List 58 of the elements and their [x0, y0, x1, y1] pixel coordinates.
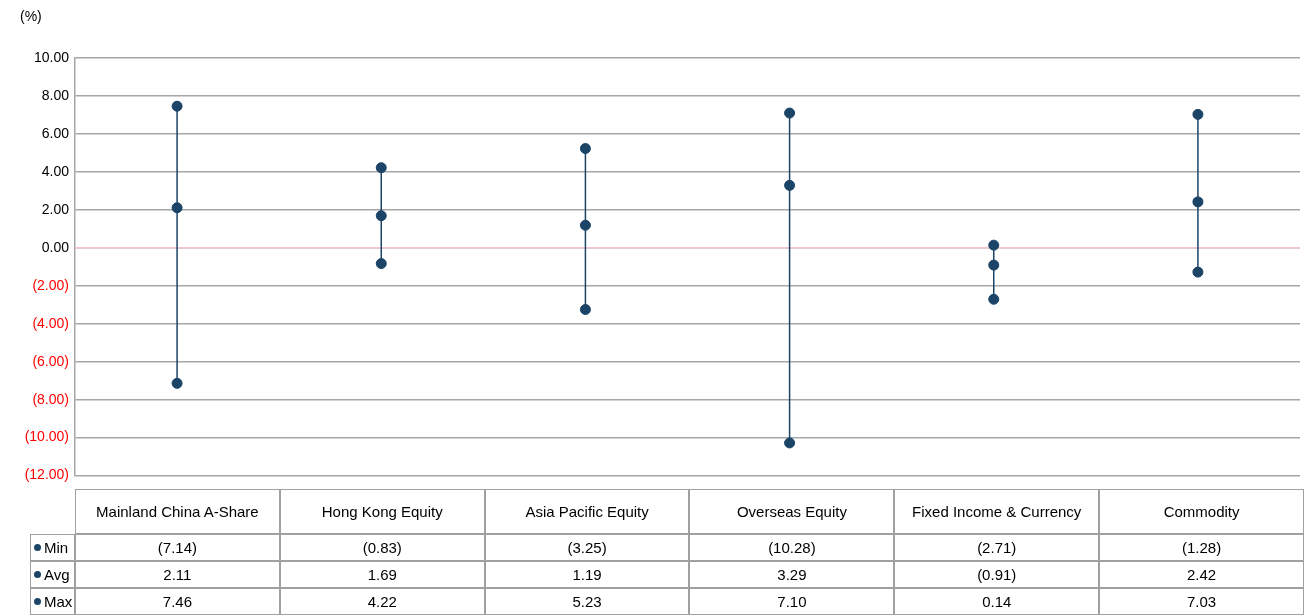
y-tick-label: 2.00 — [41, 200, 70, 217]
data-label: (0.83) — [279, 534, 485, 561]
data-label: 7.10 — [689, 588, 895, 615]
x-tick-label: Hong Kong Equity — [279, 489, 485, 534]
point — [375, 210, 387, 222]
point — [784, 179, 796, 191]
point — [375, 258, 387, 270]
data-label: 2.11 — [75, 561, 280, 588]
y-tick-label: (4.00) — [32, 314, 69, 331]
x-tick-label: Asia Pacific Equity — [484, 489, 690, 534]
y-tick-label: (6.00) — [32, 352, 69, 369]
x-tick-label: Fixed Income & Currency — [894, 489, 1100, 534]
data-label: (2.71) — [894, 534, 1100, 561]
y-axis-title: (%) — [20, 7, 42, 24]
point — [171, 202, 183, 214]
data-label: (10.28) — [689, 534, 895, 561]
x-tick-label: Overseas Equity — [689, 489, 895, 534]
data-label: 7.46 — [75, 588, 280, 615]
point — [171, 377, 183, 389]
data-label: 4.22 — [279, 588, 485, 615]
point — [784, 437, 796, 449]
data-label: 3.29 — [689, 561, 895, 588]
point — [1192, 266, 1204, 278]
data-label: 1.69 — [279, 561, 485, 588]
y-tick-label: (8.00) — [32, 390, 69, 407]
point — [784, 107, 796, 119]
data-label: (7.14) — [75, 534, 280, 561]
y-tick-label: 8.00 — [41, 86, 70, 103]
y-tick-label: (12.00) — [24, 466, 69, 483]
point — [1192, 108, 1204, 120]
point — [988, 293, 1000, 305]
legend-label: Min — [44, 539, 69, 556]
point — [988, 259, 1000, 271]
data-label: (3.25) — [484, 534, 690, 561]
y-tick-label: 0.00 — [41, 238, 70, 255]
data-label: 1.19 — [484, 561, 690, 588]
point — [171, 100, 183, 112]
point — [988, 239, 1000, 251]
point — [579, 143, 591, 155]
x-tick-label: Commodity — [1099, 489, 1304, 534]
data-label: 5.23 — [484, 588, 690, 615]
data-label: (1.28) — [1099, 534, 1304, 561]
data-label: (0.91) — [894, 561, 1100, 588]
y-tick-label: 4.00 — [41, 162, 70, 179]
data-label: 7.03 — [1099, 588, 1304, 615]
y-tick-label: 6.00 — [41, 124, 70, 141]
point — [375, 162, 387, 174]
point — [1192, 196, 1204, 208]
y-tick-label: (2.00) — [32, 276, 69, 293]
y-tick-label: (10.00) — [24, 428, 69, 445]
y-tick-label: 10.00 — [33, 48, 70, 65]
data-label: 2.42 — [1099, 561, 1304, 588]
legend-label: Max — [44, 593, 73, 610]
data-label: 0.14 — [894, 588, 1100, 615]
point — [579, 219, 591, 231]
x-tick-label: Mainland China A-Share — [75, 489, 280, 534]
point — [579, 304, 591, 316]
legend-label: Avg — [44, 566, 70, 583]
